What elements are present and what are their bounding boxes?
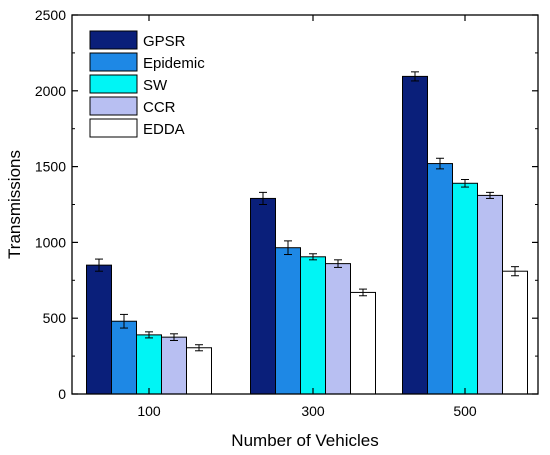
error-bar-edda-100	[195, 344, 203, 352]
error-bar-edda-500	[511, 266, 519, 277]
legend-swatch	[89, 52, 138, 72]
error-bar-sw-300	[309, 253, 317, 261]
legend-label: Epidemic	[143, 55, 205, 72]
bar-ccr-500	[477, 194, 503, 395]
bar-ccr-300	[325, 263, 351, 395]
x-axis-title: Number of Vehicles	[231, 431, 378, 450]
bar-epidemic-300	[275, 247, 301, 395]
bar-edda-100	[186, 347, 212, 395]
bar-gpsr-100	[86, 264, 112, 395]
bar-sw-300	[300, 256, 326, 395]
error-bar-sw-500	[461, 178, 469, 188]
bar-edda-300	[350, 291, 376, 395]
y-tick-label: 2500	[35, 7, 66, 23]
legend-label: GPSR	[143, 33, 186, 50]
error-bar-epidemic-100	[120, 313, 128, 329]
error-bar-ccr-300	[334, 259, 342, 268]
legend-swatch	[89, 74, 138, 94]
legend-label: SW	[143, 77, 168, 94]
legend-item-sw: SW	[89, 74, 168, 94]
legend-swatch	[89, 118, 138, 138]
y-tick-label: 1500	[35, 159, 66, 175]
x-axis: 100 300 500	[137, 15, 477, 419]
error-bar-epidemic-300	[284, 240, 292, 256]
error-bar-ccr-100	[170, 333, 178, 341]
y-axis-title: Transmissions	[5, 150, 24, 259]
error-bar-edda-300	[359, 288, 367, 297]
y-tick-label: 2000	[35, 83, 66, 99]
legend-label: EDDA	[143, 121, 185, 138]
legend-label: CCR	[143, 99, 176, 116]
y-tick-label: 1000	[35, 234, 66, 250]
bar-epidemic-500	[427, 163, 453, 395]
legend-swatch	[89, 30, 138, 50]
x-tick-label: 300	[301, 403, 325, 419]
error-bar-gpsr-100	[95, 258, 103, 272]
legend-item-ccr: CCR	[89, 96, 176, 116]
error-bar-gpsr-300	[259, 191, 267, 205]
error-bar-sw-100	[145, 331, 153, 339]
bar-edda-500	[502, 270, 528, 395]
legend-swatch	[89, 96, 138, 116]
legend-item-epidemic: Epidemic	[89, 52, 205, 72]
bar-sw-500	[452, 182, 478, 395]
legend-item-edda: EDDA	[89, 118, 185, 138]
error-bar-gpsr-500	[411, 71, 419, 82]
x-tick-label: 500	[453, 403, 477, 419]
bar-gpsr-500	[402, 75, 428, 395]
bar-ccr-100	[161, 336, 187, 395]
legend: GPSR Epidemic SW CCR EDDA	[89, 30, 205, 138]
y-tick-label: 0	[58, 386, 66, 402]
y-axis: 0 500 1000 1500 2000 2500	[35, 7, 538, 402]
bar-epidemic-100	[111, 320, 137, 395]
y-tick-label: 500	[43, 310, 67, 326]
legend-item-gpsr: GPSR	[89, 30, 186, 50]
x-tick-label: 100	[137, 403, 161, 419]
error-bar-ccr-500	[486, 191, 494, 199]
bar-gpsr-300	[250, 197, 276, 395]
bar-sw-100	[136, 334, 162, 395]
error-bars-layer	[95, 71, 519, 352]
error-bar-epidemic-500	[436, 157, 444, 170]
